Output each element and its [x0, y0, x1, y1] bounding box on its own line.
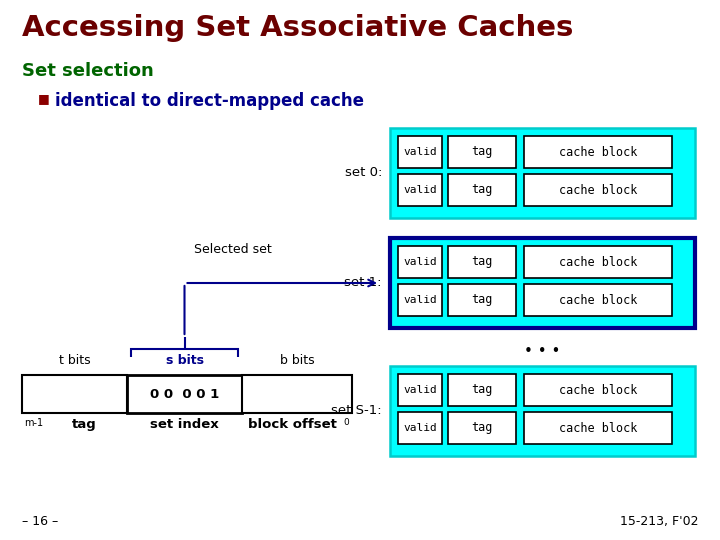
Bar — [398, 284, 442, 316]
Text: valid: valid — [403, 423, 437, 433]
Bar — [448, 246, 516, 278]
Text: Selected set: Selected set — [194, 243, 272, 256]
Text: set 1:: set 1: — [344, 276, 382, 289]
Text: tag: tag — [472, 294, 492, 307]
Text: cache block: cache block — [559, 422, 637, 435]
Text: tag: tag — [72, 418, 97, 431]
Text: cache block: cache block — [559, 184, 637, 197]
Bar — [448, 374, 516, 406]
Text: cache block: cache block — [559, 145, 637, 159]
Bar — [524, 136, 672, 168]
Text: valid: valid — [403, 185, 437, 195]
Bar — [242, 375, 352, 413]
Text: cache block: cache block — [559, 294, 637, 307]
Text: set S-1:: set S-1: — [331, 404, 382, 417]
Text: valid: valid — [403, 295, 437, 305]
Bar — [524, 374, 672, 406]
Bar — [398, 412, 442, 444]
Text: valid: valid — [403, 385, 437, 395]
Text: tag: tag — [472, 145, 492, 159]
Text: tag: tag — [472, 422, 492, 435]
Bar — [390, 238, 695, 328]
Text: Set selection: Set selection — [22, 62, 154, 80]
Bar — [448, 412, 516, 444]
Text: tag: tag — [472, 184, 492, 197]
Text: ■: ■ — [38, 92, 50, 105]
Bar — [390, 128, 695, 218]
Bar — [398, 246, 442, 278]
Text: 15-213, F'02: 15-213, F'02 — [619, 515, 698, 528]
Bar — [524, 284, 672, 316]
Bar — [398, 136, 442, 168]
Text: tag: tag — [472, 255, 492, 268]
Text: valid: valid — [403, 257, 437, 267]
Text: m-1: m-1 — [24, 418, 43, 428]
Bar — [22, 375, 127, 413]
Text: valid: valid — [403, 147, 437, 157]
Text: block offset: block offset — [248, 418, 336, 431]
Bar — [448, 284, 516, 316]
Text: cache block: cache block — [559, 383, 637, 396]
Text: set 0:: set 0: — [345, 166, 382, 179]
Text: b bits: b bits — [279, 354, 315, 367]
Bar — [448, 174, 516, 206]
Text: 0 0  0 0 1: 0 0 0 0 1 — [150, 388, 219, 401]
Text: identical to direct-mapped cache: identical to direct-mapped cache — [55, 92, 364, 110]
Bar — [448, 136, 516, 168]
Bar — [524, 412, 672, 444]
Text: – 16 –: – 16 – — [22, 515, 58, 528]
Bar — [524, 174, 672, 206]
Text: set index: set index — [150, 418, 219, 431]
Text: 0: 0 — [343, 418, 349, 427]
Text: • • •: • • • — [524, 345, 561, 360]
Bar — [127, 375, 242, 413]
Text: tag: tag — [472, 383, 492, 396]
Bar — [398, 174, 442, 206]
Text: s bits: s bits — [166, 354, 204, 367]
Bar — [390, 366, 695, 456]
Text: t bits: t bits — [59, 354, 90, 367]
Text: cache block: cache block — [559, 255, 637, 268]
Bar — [398, 374, 442, 406]
Bar — [524, 246, 672, 278]
Text: Accessing Set Associative Caches: Accessing Set Associative Caches — [22, 14, 573, 42]
